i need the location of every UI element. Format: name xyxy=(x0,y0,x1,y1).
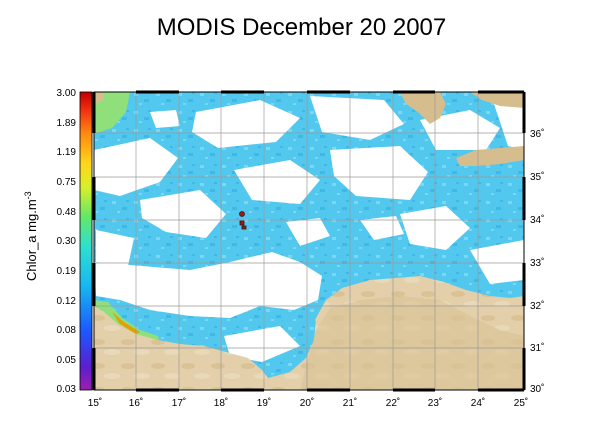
latitude-tick: 33˚ xyxy=(530,258,545,269)
map-area xyxy=(94,92,524,390)
colorbar-tick: 0.08 xyxy=(56,325,76,336)
coastal-bloom-north xyxy=(94,92,130,134)
colorbar-tick: 0.12 xyxy=(56,296,76,307)
station-marker xyxy=(239,220,245,226)
land-libya-shade xyxy=(300,296,524,390)
longitude-tick: 18˚ xyxy=(213,398,229,409)
station-marker xyxy=(241,225,247,230)
land-crete xyxy=(456,146,524,166)
colorbar-tick: 1.19 xyxy=(56,147,76,158)
station-markers xyxy=(239,211,247,230)
coastal-bloom-south xyxy=(94,300,160,344)
latitude-tick: 36˚ xyxy=(530,129,545,140)
latitude-tick: 30˚ xyxy=(530,384,545,395)
longitude-tick: 25˚ xyxy=(513,398,529,409)
latitude-tick: 32˚ xyxy=(530,301,545,312)
land-greece-east xyxy=(470,92,524,108)
coastal-bloom-edge xyxy=(112,312,140,334)
colorbar-tick: 1.89 xyxy=(56,118,76,129)
longitude-tick: 22˚ xyxy=(385,398,401,409)
station-marker xyxy=(239,211,245,217)
frame-bars xyxy=(92,90,526,392)
graticule xyxy=(94,92,524,390)
longitude-tick: 23˚ xyxy=(427,398,443,409)
latitude-tick: 35˚ xyxy=(530,172,545,183)
latitude-tick: 31˚ xyxy=(530,343,545,354)
longitude-tick: 16˚ xyxy=(128,398,144,409)
longitude-tick: 19˚ xyxy=(256,398,272,409)
colorbar-tick: 0.75 xyxy=(56,177,76,188)
colorbar-tick: 0.19 xyxy=(56,266,76,277)
land-sicily xyxy=(94,92,104,104)
latitude-tick: 34˚ xyxy=(530,215,545,226)
longitude-tick: 15˚ xyxy=(87,398,103,409)
colorbar xyxy=(79,91,93,391)
longitude-tick: 21˚ xyxy=(342,398,358,409)
colorbar-tick: 0.05 xyxy=(56,355,76,366)
colorbar-tick: 0.30 xyxy=(56,236,76,247)
map-title: MODIS December 20 2007 xyxy=(156,14,447,41)
longitude-tick: 20˚ xyxy=(299,398,315,409)
longitude-tick: 17˚ xyxy=(171,398,187,409)
land-greece-peloponnese xyxy=(400,92,446,124)
colorbar-tick: 0.48 xyxy=(56,207,76,218)
colorbar-tick: 0.03 xyxy=(56,384,76,395)
longitude-tick: 24˚ xyxy=(470,398,486,409)
colorbar-tick: 3.00 xyxy=(56,88,76,99)
